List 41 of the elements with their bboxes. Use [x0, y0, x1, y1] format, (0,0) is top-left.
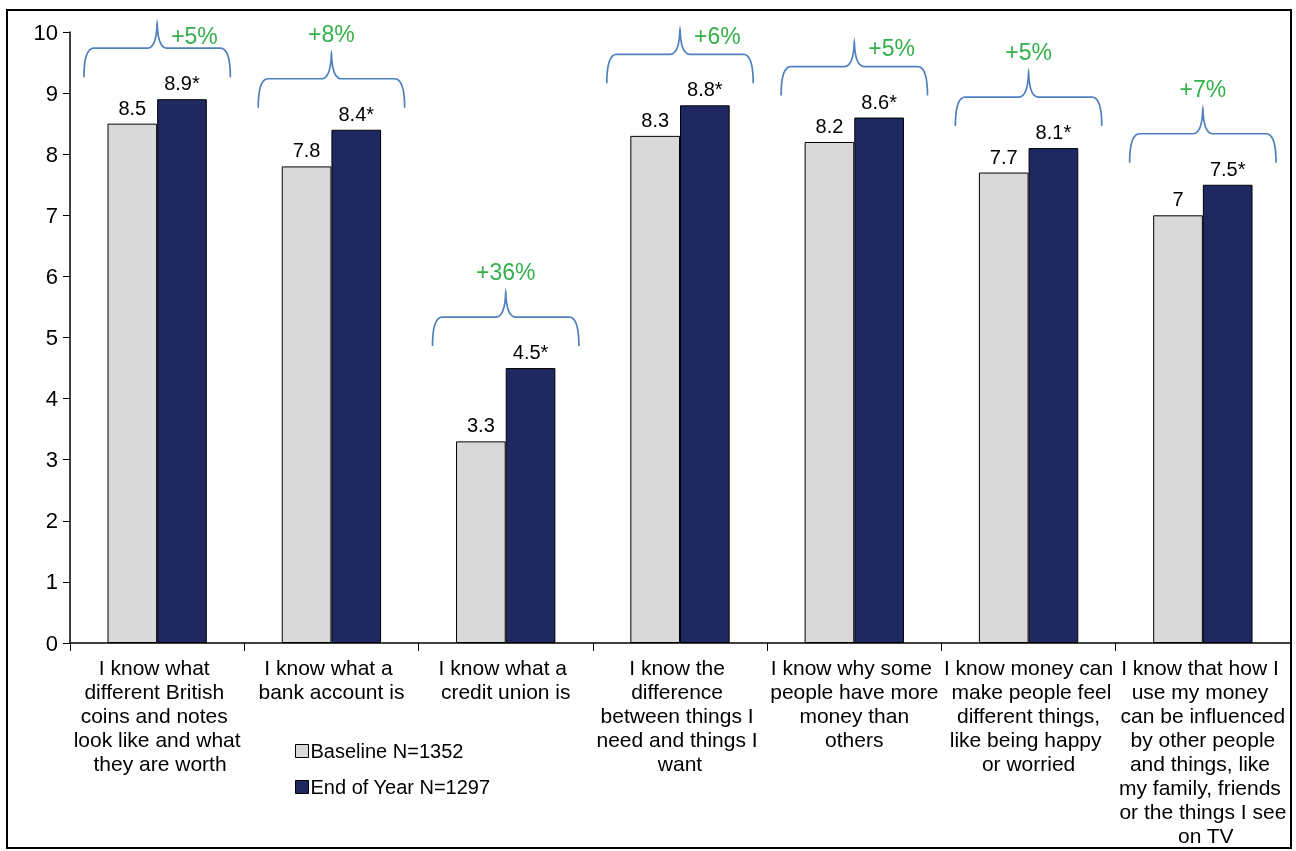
data-label: 7: [1172, 188, 1184, 211]
y-tick-label: 2: [45, 508, 58, 534]
data-label: 7.5*: [1209, 157, 1246, 180]
data-label: 8.3: [641, 108, 670, 131]
x-tick-label: I know what different British coins and notes look like and what they are worth: [73, 655, 241, 775]
x-tick-label: I know why some people have more money than others: [770, 655, 939, 751]
data-label: 3.3: [466, 414, 495, 437]
x-tick-label: I know what a credit union is: [438, 655, 573, 703]
annotation: +5%: [1005, 39, 1052, 66]
y-tick-label: 5: [45, 325, 58, 350]
x-tick-label: I know that how I use my money can be influenced by other people and things, like my family, friends or the things I see on TV: [1119, 655, 1287, 847]
data-label: 8.2: [815, 114, 844, 137]
y-tick-label: 1: [45, 569, 58, 595]
data-label: 8.1*: [1035, 121, 1072, 144]
legend-label: Baseline N=1352: [310, 740, 464, 762]
y-tick-label: 6: [45, 263, 58, 289]
data-label: 8.5: [118, 96, 147, 119]
annotation: +8%: [308, 20, 355, 47]
annotation: +36%: [475, 259, 536, 286]
annotation: +5%: [171, 23, 218, 49]
data-label: 7.8: [292, 139, 321, 162]
data-label: 8.6*: [861, 90, 898, 113]
data-label: 7.7: [989, 145, 1018, 168]
y-tick-label: 10: [33, 19, 58, 45]
y-tick-label: 4: [45, 386, 58, 412]
x-tick-label: I know money can make people feel different things, like being happy or worried: [943, 655, 1114, 775]
annotation: +6%: [694, 23, 741, 49]
y-tick-label: 9: [45, 80, 58, 106]
y-tick-label: 3: [45, 447, 58, 473]
x-tick-label: I know the difference between things I need and things I want: [596, 655, 764, 775]
y-tick-label: 8: [45, 141, 58, 167]
x-tick-label: I know what a bank account is: [258, 655, 405, 703]
data-label: 8.8*: [687, 78, 723, 101]
data-label: 8.9*: [164, 72, 200, 95]
data-label: 8.4*: [338, 102, 375, 125]
y-tick-label: 7: [45, 202, 58, 228]
y-tick-label: 0: [45, 630, 58, 656]
data-label: 4.5*: [512, 341, 549, 364]
annotation: +7%: [1179, 75, 1227, 102]
legend-label: End of Year N=1297: [310, 776, 491, 798]
annotation: +5%: [868, 34, 915, 61]
